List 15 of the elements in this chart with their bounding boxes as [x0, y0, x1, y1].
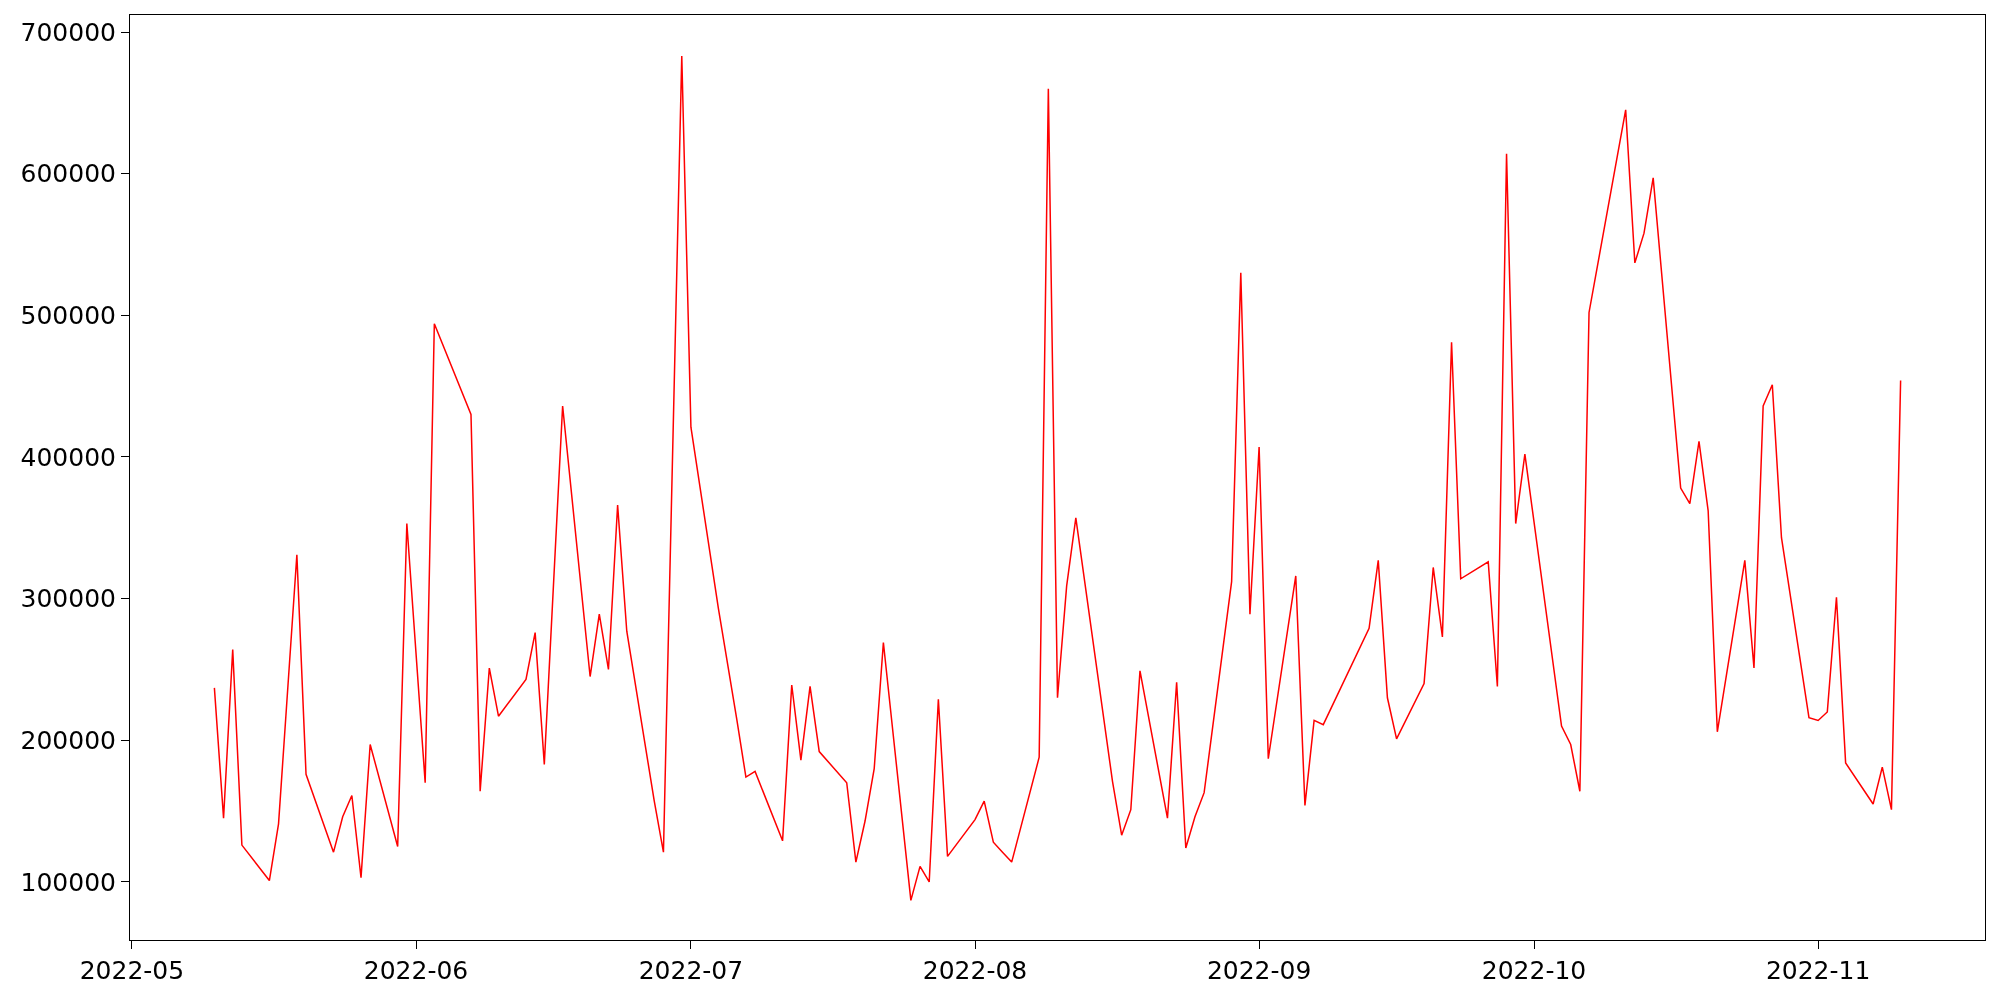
line-series: [213, 55, 1902, 902]
x-tick-label: 2022-06: [363, 956, 469, 985]
y-tick-label: 700000: [20, 17, 116, 47]
y-tick-label: 200000: [20, 726, 116, 756]
x-tick-label: 2022-08: [922, 956, 1028, 985]
x-tick-label: 2022-07: [638, 956, 744, 985]
x-tick-label: 2022-05: [79, 956, 185, 985]
y-tick-label: 500000: [20, 301, 116, 331]
x-tick-label: 2022-11: [1765, 956, 1871, 985]
x-tick-label: 2022-09: [1206, 956, 1312, 985]
x-tick-label: 2022-10: [1481, 956, 1587, 985]
y-tick-label: 400000: [20, 442, 116, 472]
y-tick-label: 300000: [20, 584, 116, 614]
y-tick-label: 600000: [20, 159, 116, 189]
y-tick-label: 100000: [20, 867, 116, 897]
